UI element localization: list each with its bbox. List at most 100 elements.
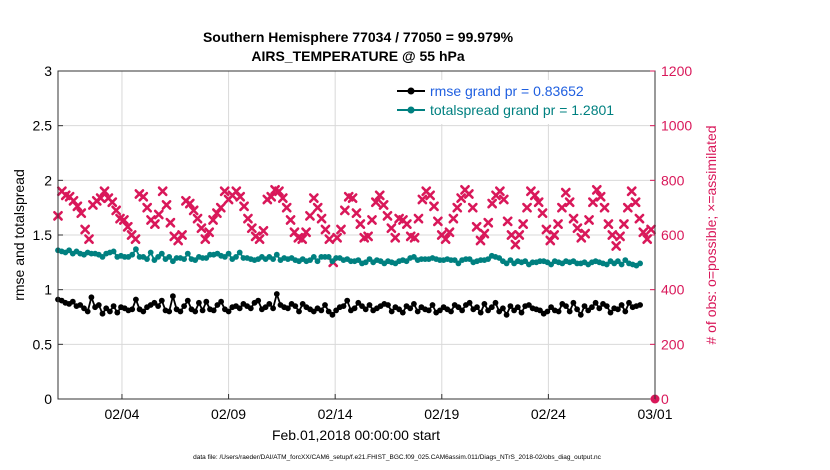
- obs-assimilated-point: [432, 216, 443, 227]
- legend: rmse grand pr = 0.83652 totalspread gran…: [392, 80, 649, 124]
- totalspread-series: [55, 246, 643, 269]
- obs-assimilated-point: [208, 215, 218, 225]
- rmse-point: [622, 308, 629, 315]
- left-tick-label: 3: [44, 63, 52, 79]
- rmse-point: [296, 308, 302, 315]
- rmse-point: [255, 297, 262, 304]
- rmse-point: [184, 297, 191, 304]
- obs-assimilated-point: [615, 231, 625, 242]
- x-axis: 02/04 02/09 02/14 02/19 02/24 03/01: [104, 394, 673, 422]
- obs-assimilated-point: [487, 198, 498, 209]
- obs-assimilated-point: [332, 232, 342, 243]
- totalspread-point: [236, 249, 243, 256]
- rmse-point: [396, 306, 402, 313]
- rmse-point: [566, 308, 573, 315]
- rmse-point: [69, 298, 76, 305]
- totalspread-point: [637, 260, 643, 267]
- totalspread-point: [144, 256, 150, 262]
- totalspread-point: [184, 250, 191, 257]
- totalspread-point: [166, 254, 173, 260]
- obs-assimilated-point: [351, 208, 362, 219]
- obs-assimilated-point: [537, 208, 548, 219]
- right-y-axis: 0 200 400 600 800 1000 1200: [650, 63, 692, 407]
- obs-assimilated-point: [444, 227, 455, 238]
- totalspread-point: [273, 251, 280, 258]
- obs-assimilated-point: [355, 219, 366, 229]
- obs-assimilated-point: [165, 217, 176, 228]
- obs-assimilated-point: [80, 224, 91, 235]
- totalspread-point: [507, 257, 514, 263]
- obs-assimilated-point: [599, 202, 610, 213]
- obs-assimilated-point: [494, 186, 505, 197]
- obs-assimilated-point: [572, 223, 583, 234]
- obs-assimilated-point: [177, 230, 187, 240]
- obs-assimilated-point: [475, 235, 486, 246]
- rmse-point: [351, 305, 358, 312]
- totalspread-point: [522, 258, 529, 265]
- obs-assimilated-point: [107, 197, 118, 208]
- obs-assimilated-point: [619, 219, 629, 229]
- obs-assimilated-point: [374, 190, 385, 201]
- rmse-point: [518, 309, 525, 316]
- totalspread-point: [455, 260, 462, 267]
- obs-assimilated-point: [215, 202, 226, 213]
- obs-assimilated-point: [312, 202, 323, 213]
- totalspread-point: [133, 246, 139, 253]
- obs-assimilated-point: [320, 224, 331, 235]
- rmse-point: [273, 291, 280, 297]
- totalspread-point: [310, 254, 317, 260]
- obs-assimilated-point: [603, 219, 614, 229]
- rmse-point: [236, 305, 243, 312]
- obs-assimilated-point: [95, 193, 106, 203]
- obs-assimilated-point: [153, 209, 164, 220]
- rmse-point: [425, 307, 432, 314]
- rmse-point: [285, 305, 291, 312]
- rmse-point: [596, 305, 603, 312]
- rmse-point: [507, 303, 514, 309]
- rmse-point: [411, 301, 417, 307]
- x-tick-label: 02/04: [104, 406, 139, 422]
- obs-assimilated-point: [72, 201, 83, 212]
- x-tick-label: 02/24: [531, 406, 566, 422]
- rmse-point: [84, 308, 91, 315]
- totalspread-point: [618, 261, 625, 268]
- obs-assimilated-point: [429, 201, 439, 212]
- totalspread-point: [129, 251, 136, 258]
- obs-assimilated-point: [274, 186, 284, 197]
- footer-data-file: data file: /Users/raeder/DAI/ATM_forcXX/…: [193, 454, 602, 461]
- left-tick-label: 0: [44, 391, 52, 407]
- totalspread-point: [99, 254, 106, 260]
- rmse-point: [203, 298, 210, 305]
- obs-assimilated-point: [118, 215, 129, 225]
- left-tick-label: 2.5: [33, 118, 53, 134]
- rmse-point: [514, 304, 521, 311]
- obs-assimilated-point: [417, 194, 428, 205]
- obs-assimilated-point: [518, 219, 529, 229]
- right-tick-label: 1000: [661, 118, 692, 134]
- rmse-point: [199, 307, 206, 314]
- totalspread-point: [622, 257, 629, 263]
- rmse-point: [155, 303, 162, 309]
- obs-series: [53, 185, 660, 404]
- rmse-point: [114, 309, 121, 316]
- obs-assimilated-point: [588, 197, 598, 208]
- right-tick-label: 600: [661, 227, 685, 243]
- rmse-point: [225, 308, 232, 315]
- rmse-point: [581, 303, 588, 309]
- rmse-point: [133, 296, 139, 303]
- obs-assimilated-point: [564, 197, 575, 208]
- rmse-point: [166, 308, 173, 315]
- obs-assimilated-point: [611, 241, 622, 251]
- obs-assimilated-point: [638, 227, 649, 238]
- totalspread-point: [548, 261, 554, 268]
- rmse-point: [488, 304, 495, 311]
- obs-assimilated-point: [184, 198, 195, 209]
- obs-assimilated-point: [99, 186, 110, 197]
- obs-assimilated-point: [188, 205, 199, 216]
- chart-title-line1: Southern Hemisphere 77034 / 77050 = 99.9…: [203, 29, 514, 45]
- rmse-point: [589, 304, 595, 311]
- obs-assimilated-point: [580, 228, 591, 239]
- rmse-point: [88, 294, 95, 301]
- obs-assimilated-point: [285, 215, 296, 225]
